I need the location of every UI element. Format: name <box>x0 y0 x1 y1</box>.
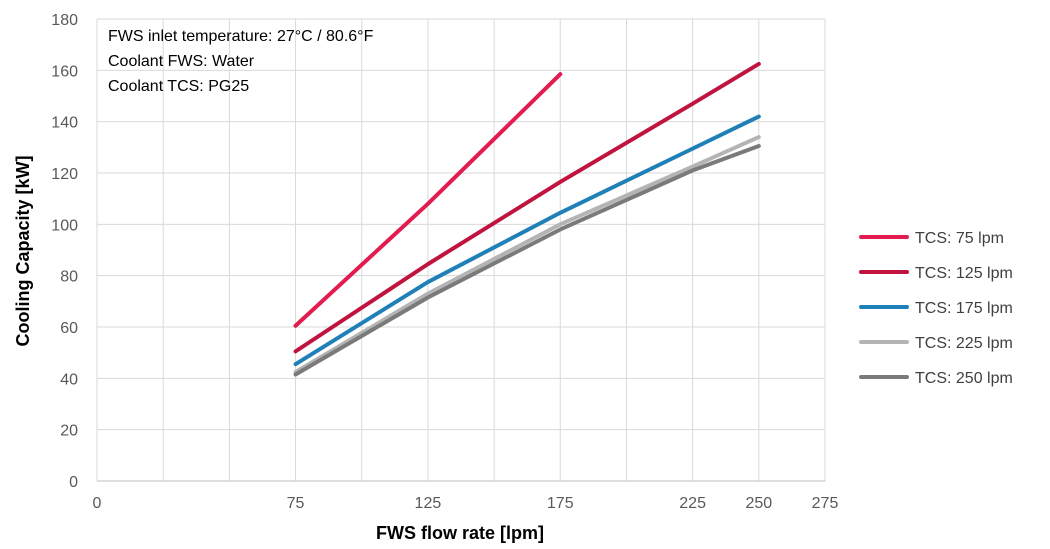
legend-item: TCS: 175 lpm <box>859 300 1013 317</box>
y-tick-label: 120 <box>51 166 78 183</box>
x-tick-label: 250 <box>745 495 772 512</box>
axes <box>96 19 825 482</box>
legend-label: TCS: 175 lpm <box>915 300 1013 317</box>
series-line-4 <box>293 135 761 374</box>
legend-item: TCS: 250 lpm <box>859 370 1013 387</box>
y-tick-label: 140 <box>51 115 78 132</box>
y-tick-label: 40 <box>60 371 78 388</box>
series-line-3 <box>293 114 761 367</box>
y-tick-label: 20 <box>60 423 78 440</box>
series-line-2 <box>293 61 761 354</box>
x-tick-label: 125 <box>415 495 442 512</box>
legend: TCS: 75 lpm TCS: 125 lpm TCS: 175 lpm TCS: … <box>859 230 1013 387</box>
y-tick-label: 180 <box>51 12 78 29</box>
y-axis-title: Cooling Capacity [kW] <box>13 155 33 346</box>
y-tick-label: 100 <box>51 217 78 234</box>
legend-label: TCS: 250 lpm <box>915 370 1013 387</box>
y-tick-label: 80 <box>60 269 78 286</box>
legend-item: TCS: 75 lpm <box>859 230 1004 247</box>
y-tick-label: 160 <box>51 63 78 80</box>
x-tick-label: 275 <box>812 495 839 512</box>
annotation-coolant-tcs: Coolant TCS: PG25 <box>108 78 249 95</box>
series-line-1 <box>293 72 563 328</box>
legend-item: TCS: 125 lpm <box>859 265 1013 282</box>
annotation-coolant-fws: Coolant FWS: Water <box>108 53 255 70</box>
legend-label: TCS: 225 lpm <box>915 335 1013 352</box>
legend-label: TCS: 75 lpm <box>915 230 1004 247</box>
legend-item: TCS: 225 lpm <box>859 335 1013 352</box>
x-tick-label: 0 <box>93 495 102 512</box>
y-tick-label: 0 <box>69 474 78 491</box>
y-tick-label: 60 <box>60 320 78 337</box>
plot-area <box>293 61 761 377</box>
x-axis-title: FWS flow rate [lpm] <box>376 523 544 543</box>
series-line-5 <box>293 144 761 377</box>
x-tick-labels: 0 75 125 175 225 250 275 <box>93 495 839 512</box>
y-tick-labels: 0 20 40 60 80 100 120 140 160 180 <box>51 12 78 491</box>
x-tick-label: 175 <box>547 495 574 512</box>
x-tick-label: 225 <box>679 495 706 512</box>
x-tick-label: 75 <box>287 495 305 512</box>
legend-label: TCS: 125 lpm <box>915 265 1013 282</box>
annotation-inlet-temperature: FWS inlet temperature: 27°C / 80.6°F <box>108 28 374 45</box>
annotation-box: FWS inlet temperature: 27°C / 80.6°F Coo… <box>108 28 374 95</box>
